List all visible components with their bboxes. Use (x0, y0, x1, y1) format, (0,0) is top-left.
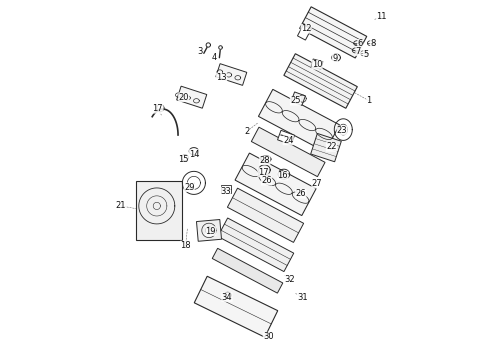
Polygon shape (284, 54, 357, 108)
Text: 22: 22 (326, 143, 337, 152)
Text: 11: 11 (376, 12, 387, 21)
Text: 26: 26 (261, 176, 272, 185)
Text: 10: 10 (312, 60, 322, 69)
Text: 9: 9 (332, 54, 338, 63)
Polygon shape (136, 181, 182, 240)
Polygon shape (311, 134, 342, 162)
Polygon shape (291, 92, 305, 105)
Text: 32: 32 (285, 275, 295, 284)
Polygon shape (227, 188, 304, 242)
Polygon shape (235, 153, 316, 216)
Text: 25: 25 (290, 96, 301, 105)
Text: 5: 5 (363, 50, 368, 59)
Polygon shape (300, 7, 367, 58)
Polygon shape (297, 25, 311, 40)
Text: 17: 17 (258, 168, 269, 177)
Text: 17: 17 (152, 104, 163, 113)
Text: 30: 30 (263, 332, 274, 341)
Text: 2: 2 (244, 127, 249, 136)
Text: 26: 26 (295, 189, 306, 198)
Text: 33: 33 (220, 187, 231, 196)
Polygon shape (218, 218, 294, 271)
Text: 15: 15 (178, 155, 189, 163)
Polygon shape (194, 276, 278, 337)
Polygon shape (212, 248, 283, 293)
Polygon shape (251, 127, 325, 177)
Text: 13: 13 (216, 73, 227, 82)
Text: 6: 6 (358, 40, 363, 49)
Polygon shape (221, 185, 231, 193)
Text: 23: 23 (337, 126, 347, 135)
Text: 4: 4 (212, 53, 217, 62)
Text: 7: 7 (356, 47, 361, 56)
Text: 18: 18 (180, 241, 191, 250)
Text: 28: 28 (260, 156, 270, 165)
Text: 19: 19 (205, 227, 216, 236)
Text: 20: 20 (178, 93, 189, 102)
Polygon shape (258, 89, 340, 152)
Polygon shape (216, 64, 247, 85)
Text: 8: 8 (370, 40, 375, 49)
Text: 24: 24 (283, 136, 294, 145)
Text: 3: 3 (197, 47, 203, 56)
Text: 29: 29 (184, 183, 195, 192)
Polygon shape (177, 86, 207, 108)
Polygon shape (277, 130, 294, 145)
Text: 27: 27 (312, 179, 322, 188)
Text: 12: 12 (301, 24, 312, 33)
Text: 34: 34 (221, 292, 232, 302)
Text: 31: 31 (297, 292, 308, 302)
Text: 14: 14 (189, 150, 200, 159)
Polygon shape (311, 59, 323, 69)
Text: 16: 16 (277, 171, 288, 180)
Text: 21: 21 (116, 202, 126, 210)
Polygon shape (196, 220, 221, 241)
Text: 1: 1 (367, 96, 372, 105)
